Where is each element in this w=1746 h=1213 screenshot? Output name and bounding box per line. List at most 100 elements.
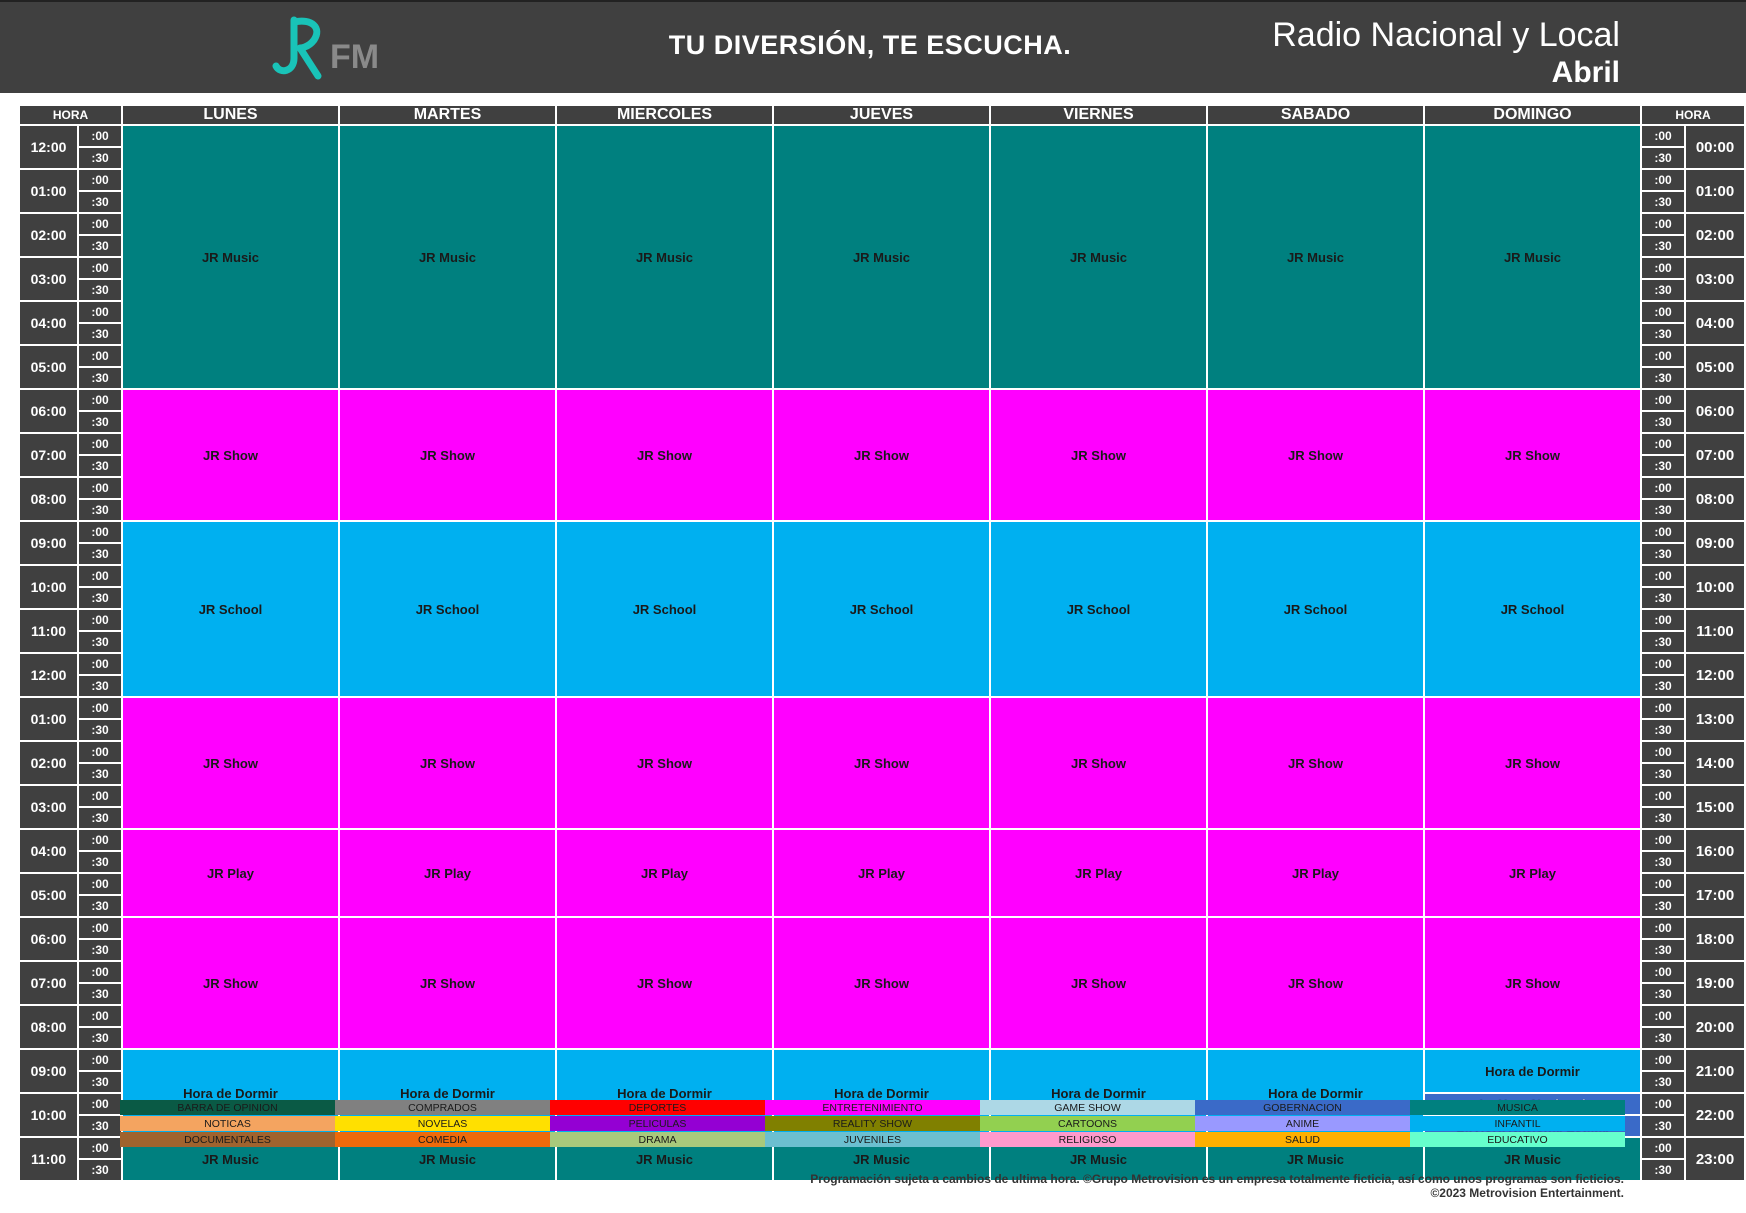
half-label: :00	[1642, 698, 1684, 718]
hour-label-right: 19:00	[1686, 962, 1744, 1004]
hour-label-right: 05:00	[1686, 346, 1744, 388]
half-label: :00	[79, 962, 121, 982]
program-block[interactable]: JR Show	[557, 390, 772, 520]
half-label: :00	[1642, 1050, 1684, 1070]
program-block[interactable]: JR School	[774, 522, 989, 696]
half-label: :00	[1642, 1094, 1684, 1114]
program-block[interactable]: JR Play	[557, 830, 772, 916]
legend-item: NOVELAS	[335, 1116, 550, 1131]
program-block[interactable]: JR Music	[340, 126, 555, 388]
hour-label-left: 03:00	[20, 258, 77, 300]
program-block[interactable]: JR Show	[340, 698, 555, 828]
program-block[interactable]: JR Show	[991, 390, 1206, 520]
legend-item: COMPRADOS	[335, 1100, 550, 1115]
half-label: :00	[1642, 918, 1684, 938]
half-label: :30	[1642, 236, 1684, 256]
program-block[interactable]: JR Show	[340, 390, 555, 520]
program-block[interactable]: JR Show	[991, 918, 1206, 1048]
hour-label-left: 12:00	[20, 654, 77, 696]
program-block[interactable]: JR Show	[557, 698, 772, 828]
half-label: :00	[79, 742, 121, 762]
legend-item: DOCUMENTALES	[120, 1132, 335, 1147]
legend-item: ANIME	[1195, 1116, 1410, 1131]
program-block[interactable]: JR Music	[774, 126, 989, 388]
half-label: :00	[1642, 962, 1684, 982]
program-block[interactable]: JR Show	[123, 918, 338, 1048]
half-label: :00	[79, 434, 121, 454]
legend-item: GAME SHOW	[980, 1100, 1195, 1115]
hour-label-right: 13:00	[1686, 698, 1744, 740]
legend-item: DRAMA	[550, 1132, 765, 1147]
half-label: :30	[1642, 896, 1684, 916]
half-label: :30	[79, 852, 121, 872]
program-block[interactable]: JR Show	[1208, 698, 1423, 828]
program-block[interactable]: JR Play	[123, 830, 338, 916]
half-label: :30	[79, 720, 121, 740]
program-block[interactable]: JR Play	[991, 830, 1206, 916]
hour-label-left: 02:00	[20, 214, 77, 256]
program-block[interactable]: JR Play	[340, 830, 555, 916]
half-label: :30	[1642, 1160, 1684, 1180]
hour-label-left: 07:00	[20, 434, 77, 476]
program-block[interactable]: JR Show	[557, 918, 772, 1048]
half-label: :30	[79, 588, 121, 608]
program-block[interactable]: JR Play	[1208, 830, 1423, 916]
hour-label-right: 12:00	[1686, 654, 1744, 696]
hour-label-left: 06:00	[20, 390, 77, 432]
half-label: :30	[1642, 632, 1684, 652]
hour-label-right: 18:00	[1686, 918, 1744, 960]
program-block[interactable]: JR School	[1425, 522, 1640, 696]
hour-label-left: 10:00	[20, 566, 77, 608]
half-label: :00	[1642, 1006, 1684, 1026]
hour-label-left: 11:00	[20, 1138, 77, 1180]
half-label: :30	[79, 1072, 121, 1092]
header-bar: FM TU DIVERSIÓN, TE ESCUCHA. Radio Nacio…	[0, 0, 1746, 95]
legend-item: JUVENILES	[765, 1132, 980, 1147]
half-label: :00	[79, 786, 121, 806]
program-block[interactable]: JR Show	[1208, 390, 1423, 520]
program-block[interactable]: JR Show	[774, 390, 989, 520]
program-block[interactable]: JR Show	[1425, 918, 1640, 1048]
half-label: :30	[1642, 984, 1684, 1004]
program-block[interactable]: JR Music	[1425, 126, 1640, 388]
program-block[interactable]: JR Play	[774, 830, 989, 916]
program-block[interactable]: JR Play	[1425, 830, 1640, 916]
program-block[interactable]: JR Music	[991, 126, 1206, 388]
hour-label-left: 10:00	[20, 1094, 77, 1136]
program-block[interactable]: JR Music	[1208, 126, 1423, 388]
half-label: :00	[1642, 258, 1684, 278]
half-label: :00	[1642, 214, 1684, 234]
program-block[interactable]: JR School	[123, 522, 338, 696]
program-block[interactable]: JR Show	[1208, 918, 1423, 1048]
half-label: :30	[79, 1028, 121, 1048]
program-block[interactable]: JR School	[340, 522, 555, 696]
half-label: :00	[79, 830, 121, 850]
program-block[interactable]: JR Music	[557, 126, 772, 388]
program-block[interactable]: JR Show	[1425, 698, 1640, 828]
half-label: :00	[79, 390, 121, 410]
program-block[interactable]: JR Show	[774, 698, 989, 828]
hour-label-right: 06:00	[1686, 390, 1744, 432]
half-label: :00	[1642, 346, 1684, 366]
half-label: :30	[1642, 368, 1684, 388]
program-block[interactable]: JR Show	[123, 390, 338, 520]
program-block[interactable]: JR School	[991, 522, 1206, 696]
program-block[interactable]: JR Show	[1425, 390, 1640, 520]
half-label: :00	[79, 302, 121, 322]
half-label: :30	[79, 676, 121, 696]
half-label: :00	[79, 654, 121, 674]
program-block[interactable]: JR Show	[774, 918, 989, 1048]
half-label: :00	[79, 478, 121, 498]
program-block[interactable]: JR Show	[991, 698, 1206, 828]
program-block[interactable]: JR Music	[123, 126, 338, 388]
program-block[interactable]: JR School	[1208, 522, 1423, 696]
half-label: :30	[79, 500, 121, 520]
program-block[interactable]: JR School	[557, 522, 772, 696]
program-block[interactable]: Hora de Dormir	[1425, 1050, 1640, 1092]
program-block[interactable]: JR Show	[123, 698, 338, 828]
tagline: TU DIVERSIÓN, TE ESCUCHA.	[668, 30, 1072, 60]
half-label: :30	[1642, 808, 1684, 828]
legend-item: EDUCATIVO	[1410, 1132, 1625, 1147]
half-label: :30	[1642, 588, 1684, 608]
program-block[interactable]: JR Show	[340, 918, 555, 1048]
